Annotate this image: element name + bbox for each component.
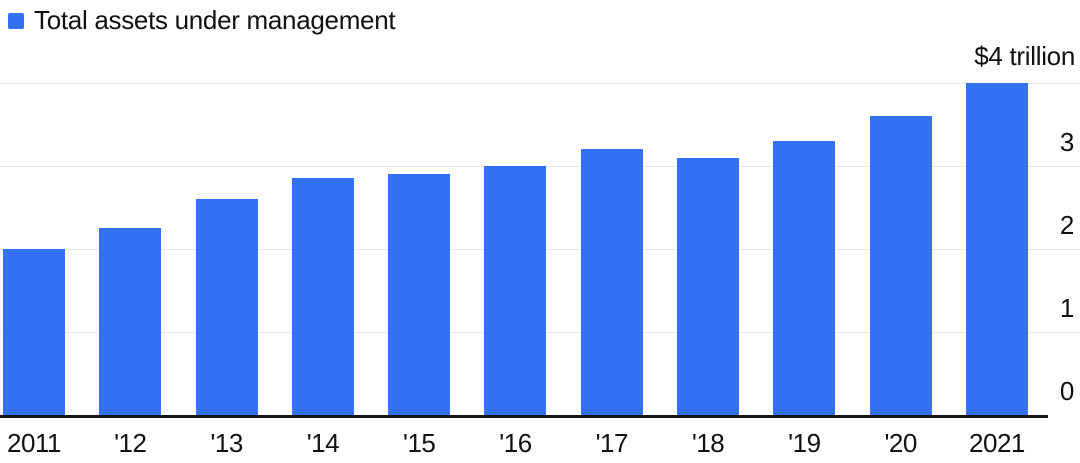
bar-20 [869,116,932,415]
bar-19 [773,141,836,415]
bar-17 [580,149,643,415]
x-tick-label: 2021 [969,428,1025,458]
x-axis-line [0,415,1048,418]
y-tick-label-0: 0 [1059,376,1074,406]
x-tick-label: '17 [595,428,629,458]
x-tick-label: '13 [210,428,243,458]
bar-14 [291,178,354,415]
x-tick-label: '14 [306,428,340,458]
bar-2011 [3,249,65,415]
x-tick-label: '20 [884,428,917,458]
y-tick-label-2: 2 [1059,210,1074,240]
bar-18 [677,158,740,415]
legend-swatch-icon [8,12,24,29]
y-tick-label-1: 1 [1059,293,1074,323]
bar-series [3,0,1028,415]
y-tick-label-3: 3 [1059,127,1074,157]
x-tick-label: '12 [114,428,147,458]
x-tick-label: '18 [691,428,725,458]
max-value-label: $4 trillion [974,41,1075,71]
bar-2021 [965,83,1028,415]
x-tick-label: '16 [499,428,532,458]
x-tick-label: '15 [402,428,436,458]
bar-16 [484,166,547,415]
x-tick-label: '19 [788,428,821,458]
x-tick-label: 2011 [7,428,61,458]
bar-13 [195,199,258,415]
x-axis-labels: 2011 '12 '13 '14 '15 '16 '17 '18 '19 '20 2021 [3,428,1028,459]
bar-12 [99,228,162,415]
bar-15 [388,174,451,415]
legend-label: Total assets under management [34,5,396,35]
gridline-4 [0,83,1080,84]
legend: Total assets under management [8,5,396,36]
